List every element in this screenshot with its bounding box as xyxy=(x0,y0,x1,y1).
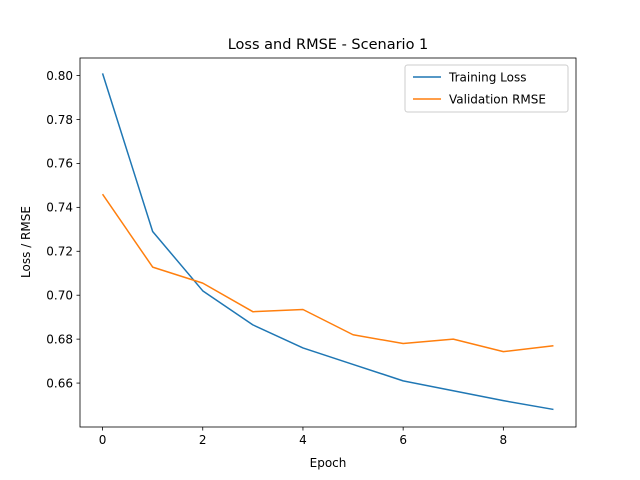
y-tick-label: 0.72 xyxy=(46,245,73,259)
x-axis-label: Epoch xyxy=(310,456,347,470)
x-tick-label: 6 xyxy=(399,433,407,447)
y-axis-label: Loss / RMSE xyxy=(19,206,33,278)
y-tick-label: 0.68 xyxy=(46,332,73,346)
x-tick-label: 0 xyxy=(99,433,107,447)
series-line-2 xyxy=(101,193,554,353)
y-tick-label: 0.78 xyxy=(46,113,73,127)
y-tick-label: 0.76 xyxy=(46,157,73,171)
legend: Training Loss Validation RMSE xyxy=(404,64,569,113)
y-tick-label: 0.70 xyxy=(46,289,73,303)
legend-box xyxy=(404,64,569,113)
y-tick-label: 0.66 xyxy=(46,376,73,390)
y-tick-label: 0.74 xyxy=(46,201,73,215)
x-tick-label: 2 xyxy=(199,433,207,447)
legend-label-2: Validation RMSE xyxy=(449,92,546,106)
plot-area: 0 2 4 6 8 0.66 0.68 0.70 0.72 0.74 0.76 0.78 0.80 Tra… xyxy=(46,57,577,447)
legend-label-1: Training Loss xyxy=(448,70,526,84)
plot-frame xyxy=(79,57,577,428)
y-tick-label: 0.80 xyxy=(46,69,73,83)
chart-title: Loss and RMSE - Scenario 1 xyxy=(228,37,429,53)
x-tick-label: 4 xyxy=(299,433,307,447)
x-tick-label: 8 xyxy=(500,433,508,447)
series-line-1 xyxy=(101,73,554,411)
